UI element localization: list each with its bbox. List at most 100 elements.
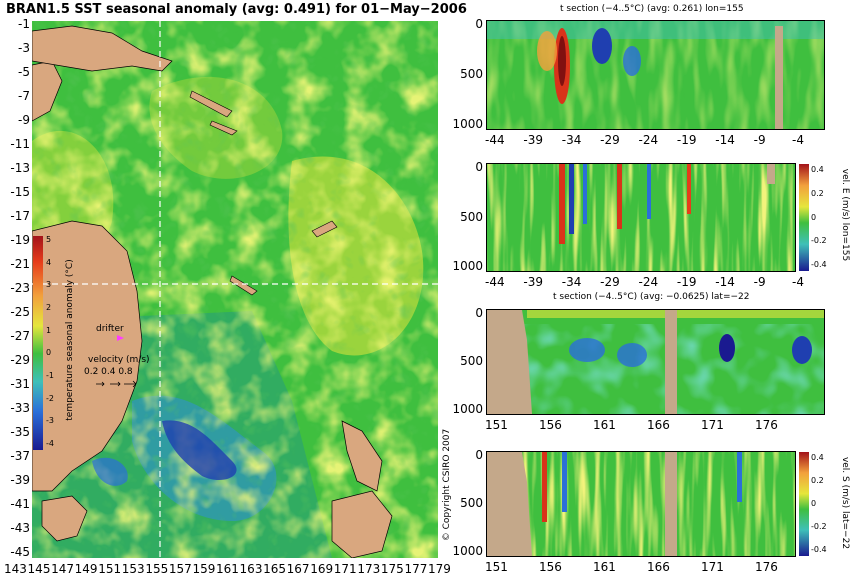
sst-map[interactable] <box>32 21 438 558</box>
lat-tick-label: -21 <box>10 257 30 271</box>
panel-3-y-tick: 1000 <box>452 402 483 416</box>
panel-4-colorbar-tick: 0 <box>811 499 817 508</box>
lon-tick-label: 163 <box>239 562 263 576</box>
panel-1-x-tick: -34 <box>561 133 582 147</box>
lon-tick-label: 147 <box>51 562 75 576</box>
panel-1-x-tick: -29 <box>600 133 620 147</box>
panel-4-x-tick: 161 <box>593 560 616 574</box>
lat-tick-label: -5 <box>18 65 30 79</box>
panel-4-x-tick: 151 <box>485 560 508 574</box>
panel-3-title: t section (−4..5°C) (avg: −0.0625) lat=−… <box>553 292 750 302</box>
panel-4-frame <box>486 451 796 557</box>
panel-4-colorbar-tick: 0.2 <box>811 476 824 485</box>
panel-2-colorbar <box>799 164 809 271</box>
panel-1-y-tick: 0 <box>475 17 483 31</box>
panel-2-x-tick: -29 <box>600 275 620 289</box>
panel-1-x-tick: -44 <box>485 133 505 147</box>
lon-tick-label: 143 <box>4 562 27 576</box>
lat-tick-label: -45 <box>10 545 30 559</box>
lon-tick-label: 161 <box>216 562 239 576</box>
lon-tick-label: 149 <box>74 562 98 576</box>
panel-4-y-tick: 1000 <box>452 544 483 558</box>
lat-tick-label: -13 <box>10 161 30 175</box>
lat-tick-label: -25 <box>10 305 30 319</box>
lat-tick-label: -43 <box>10 521 30 535</box>
panel-4-x-tick: 176 <box>755 560 778 574</box>
lon-tick-label: 171 <box>333 562 357 576</box>
lat-tick-label: -11 <box>10 137 30 151</box>
map-colorbar-tick: -4 <box>46 439 54 448</box>
lat-tick-label: -41 <box>10 497 30 511</box>
map-colorbar-tick: -2 <box>46 393 54 403</box>
lon-tick-label: 169 <box>310 562 334 576</box>
map-colorbar-tick: 0 <box>46 348 52 358</box>
panel-3-y-tick: 500 <box>460 354 483 368</box>
lat-tick-label: -29 <box>10 353 30 367</box>
panel-2-x-tick: -19 <box>676 275 697 289</box>
panel-2-frame <box>486 163 796 272</box>
panel-4-y-tick: 500 <box>460 496 483 510</box>
lon-tick-label: 151 <box>98 562 122 576</box>
lat-tick-label: -35 <box>10 425 30 439</box>
lat-tick-label: -31 <box>10 377 30 391</box>
map-colorbar-tick: -3 <box>46 416 54 426</box>
map-colorbar-tick: 3 <box>46 280 52 290</box>
panel-1-x-tick: -39 <box>523 133 543 147</box>
lat-tick-label: -15 <box>10 185 30 199</box>
panel-2-y-tick: 1000 <box>452 259 483 273</box>
map-colorbar-tick: -1 <box>46 371 54 380</box>
panel-4-colorbar-tick: -0.4 <box>811 545 827 554</box>
panel-1-frame <box>486 20 825 130</box>
map-title: BRAN1.5 SST seasonal anomaly (avg: 0.491… <box>6 2 467 17</box>
panel-2-plot[interactable] <box>487 164 795 271</box>
lon-tick-label: 145 <box>27 562 51 576</box>
velocity-scale: 0.2 0.4 0.8 <box>84 367 133 377</box>
lon-tick-label: 153 <box>121 562 145 576</box>
panel-2-x-tick: -39 <box>523 275 543 289</box>
lat-tick-label: -23 <box>10 281 30 295</box>
map-colorbar-tick: 5 <box>46 235 52 244</box>
panel-4-x-tick: 166 <box>647 560 670 574</box>
lon-tick-label: 179 <box>428 562 451 576</box>
panel-2-colorbar-tick: 0.4 <box>811 165 824 174</box>
panel-1-title: t section (−4..5°C) (avg: 0.261) lon=155 <box>560 4 744 14</box>
map-colorbar <box>33 236 43 450</box>
map-colorbar-tick: 4 <box>46 257 52 267</box>
panel-4-plot[interactable] <box>487 452 795 556</box>
panel-2-x-tick: -9 <box>753 275 766 289</box>
panel-3-x-tick: 161 <box>593 418 616 432</box>
panel-4-colorbar <box>799 452 809 556</box>
panel-3-frame <box>486 309 825 415</box>
lat-tick-label: -37 <box>10 449 30 463</box>
panel-1-x-tick: -9 <box>753 133 766 147</box>
lon-tick-label: 157 <box>168 562 192 576</box>
map-colorbar-tick: 1 <box>46 325 52 335</box>
panel-3-plot[interactable] <box>487 310 824 414</box>
panel-1-y-tick: 1000 <box>452 117 483 131</box>
drifter-label: drifter <box>96 324 124 334</box>
panel-3-x-tick: 166 <box>647 418 670 432</box>
panel-3-x-tick: 156 <box>539 418 562 432</box>
panel-2-x-tick: -14 <box>715 275 735 289</box>
panel-1-plot[interactable] <box>487 21 824 129</box>
panel-3-y-tick: 0 <box>475 306 483 320</box>
lat-tick-label: -33 <box>10 401 30 415</box>
panel-3-x-tick: 176 <box>755 418 778 432</box>
panel-2-colorbar-tick: 0.2 <box>811 188 824 198</box>
lat-tick-label: -27 <box>10 329 30 343</box>
panel-2-colorbar-label: vel. E (m/s) lon=155 <box>840 168 850 262</box>
panel-2-x-tick: -44 <box>485 275 505 289</box>
lon-tick-label: 155 <box>145 562 169 576</box>
panel-2-x-tick: -4 <box>792 275 804 289</box>
lon-tick-label: 173 <box>357 562 381 576</box>
lon-tick-label: 165 <box>263 562 287 576</box>
panel-2-y-tick: 0 <box>475 160 483 174</box>
panel-3-x-tick: 151 <box>485 418 508 432</box>
lat-tick-label: -9 <box>18 113 30 127</box>
panel-2-x-tick: -34 <box>561 275 582 289</box>
panel-2-x-tick: -24 <box>638 275 659 289</box>
panel-4-colorbar-tick: -0.2 <box>811 522 827 531</box>
panel-4-x-tick: 171 <box>701 560 724 574</box>
panel-1-x-tick: -19 <box>676 133 697 147</box>
map-colorbar-label: temperature seasonal anomaly (°C) <box>65 259 75 421</box>
